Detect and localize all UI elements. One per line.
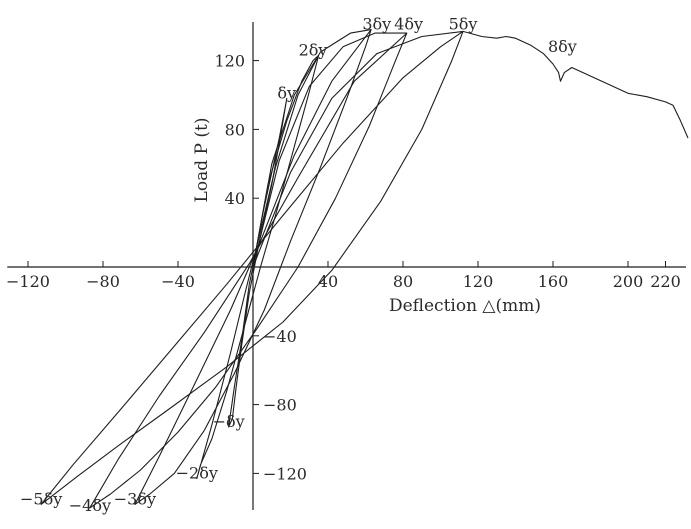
cycle-label: 5δy xyxy=(449,15,478,34)
cycle-label: 8δy xyxy=(548,37,577,56)
x-axis-title: Deflection △(mm) xyxy=(389,296,541,316)
axis-ticks: −120 −80 −40 40 80 120 160 200 2201208040−40−80−… xyxy=(6,52,681,484)
y-tick-label: 120 xyxy=(214,52,245,71)
cycle-label: 3δy xyxy=(362,15,391,34)
cycle-label: −2δy xyxy=(176,464,218,483)
y-axis-title: Load P (t) xyxy=(192,118,212,203)
cycle-label: 2δy xyxy=(299,40,328,59)
hysteresis-loop-6 xyxy=(462,30,689,139)
cycle-label: −4δy xyxy=(69,496,111,515)
x-tick-label: −120 xyxy=(6,272,50,291)
cycle-label: −3δy xyxy=(114,489,156,508)
hysteresis-loop-1 xyxy=(228,97,288,428)
x-tick-label: 200 xyxy=(613,272,644,291)
y-tick-label: 40 xyxy=(225,189,245,208)
x-tick-label: 40 xyxy=(318,272,338,291)
hysteresis-loop-4 xyxy=(89,32,408,509)
cycle-label: −δy xyxy=(213,412,245,431)
x-tick-label: 160 xyxy=(538,272,569,291)
x-tick-label: −80 xyxy=(86,272,120,291)
hysteresis-loop-5 xyxy=(40,30,464,505)
cycle-label: −5δy xyxy=(20,489,62,508)
x-tick-label: −40 xyxy=(161,272,195,291)
y-tick-label: 80 xyxy=(225,120,245,139)
x-tick-label: 220 xyxy=(650,272,681,291)
cycle-label: δy xyxy=(277,83,296,102)
hysteresis-loop-3 xyxy=(134,29,372,505)
hysteresis-curves xyxy=(40,29,689,509)
cycle-label: 4δy xyxy=(394,15,423,34)
hysteresis-loop-2 xyxy=(196,54,320,480)
y-tick-label: −80 xyxy=(263,396,297,415)
y-tick-label: −40 xyxy=(263,327,297,346)
x-tick-label: 120 xyxy=(463,272,494,291)
x-tick-label: 80 xyxy=(393,272,413,291)
cycle-labels: δy 2δy 3δy 4δy 5δy 8δy −δy −2δy −3δy−4δy −5δy xyxy=(20,15,577,516)
y-tick-label: −120 xyxy=(263,464,307,483)
